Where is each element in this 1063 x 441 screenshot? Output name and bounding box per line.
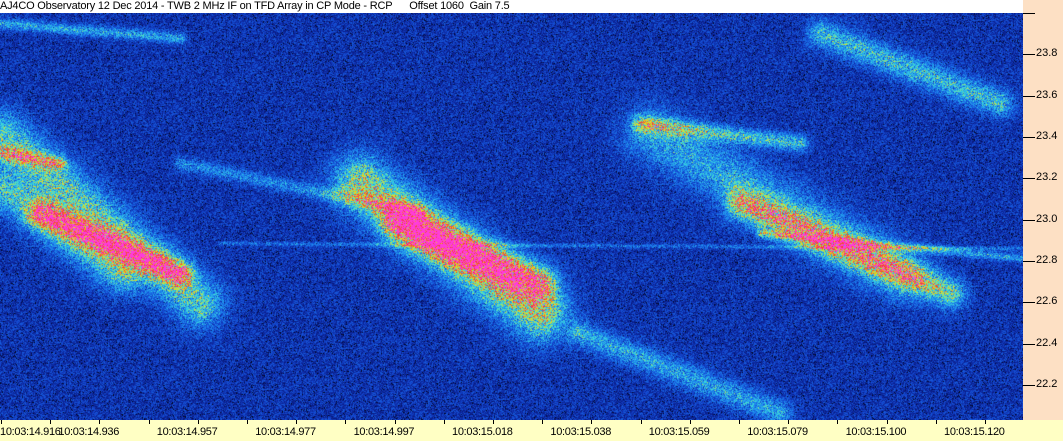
y-tick-label: 23.0 <box>1036 212 1058 225</box>
y-tick-label: 22.2 <box>1036 377 1058 390</box>
y-tick <box>1023 136 1035 138</box>
x-tick <box>296 420 298 424</box>
x-tick-label: 10:03:15.100 <box>845 426 907 438</box>
x-tick <box>591 420 593 424</box>
offset-label: Offset 1060 <box>409 0 464 12</box>
y-tick <box>1023 260 1035 262</box>
x-tick-label: 10:03:15.079 <box>747 426 808 438</box>
x-axis: 10:03:14.916 10:03:14.936 10:03:14.957 10:0… <box>0 420 1063 441</box>
x-tick-label: 10:03:14.977 <box>255 426 316 438</box>
spectrogram-plot <box>0 13 1023 420</box>
x-tick-label: 10:03:14.936 <box>58 426 120 438</box>
x-tick-label: 10:03:15.018 <box>452 426 513 438</box>
x-tick <box>739 420 740 424</box>
y-tick <box>1023 95 1035 97</box>
x-tick <box>640 420 642 424</box>
chart-title: AJ4CO Observatory 12 Dec 2014 - TWB 2 MH… <box>0 0 1063 13</box>
y-tick-label: 23.4 <box>1036 129 1058 142</box>
x-tick <box>788 420 790 424</box>
x-tick <box>542 420 544 424</box>
y-tick <box>1023 384 1035 386</box>
y-axis: 23.8 23.6 23.4 23.2 23.0 22.8 22.6 22.4 22.2 <box>1023 0 1063 420</box>
y-tick <box>1023 343 1035 345</box>
x-tick <box>345 420 347 424</box>
x-tick <box>935 420 937 424</box>
x-tick-label: 10:03:14.916 <box>0 426 61 438</box>
y-tick-label: 22.8 <box>1036 253 1058 266</box>
x-tick <box>197 420 199 424</box>
x-tick <box>1 420 2 424</box>
x-tick <box>493 420 494 424</box>
y-tick-label: 23.8 <box>1036 47 1058 60</box>
y-tick-label: 23.6 <box>1036 88 1058 101</box>
y-tick-label: 22.6 <box>1036 295 1058 308</box>
x-tick <box>886 420 888 424</box>
x-tick-label: 10:03:14.997 <box>353 426 415 438</box>
x-tick <box>99 420 101 424</box>
x-tick-label: 10:03:15.038 <box>550 426 612 438</box>
x-tick <box>837 420 839 424</box>
y-tick <box>1023 13 1035 14</box>
gain-label: Gain 7.5 <box>469 0 510 12</box>
y-tick <box>1023 302 1035 304</box>
y-tick-label: 22.4 <box>1036 336 1058 349</box>
x-tick <box>985 420 986 424</box>
x-tick <box>247 420 248 424</box>
y-tick-label: 23.2 <box>1036 171 1058 184</box>
y-tick <box>1023 219 1035 221</box>
title-text: AJ4CO Observatory 12 Dec 2014 - TWB 2 MH… <box>0 0 393 12</box>
x-tick-label: 10:03:15.059 <box>648 426 710 438</box>
x-tick <box>689 420 691 424</box>
x-tick-label: 10:03:14.957 <box>156 426 218 438</box>
y-tick <box>1023 178 1035 180</box>
y-tick <box>1023 54 1035 56</box>
x-tick <box>443 420 445 424</box>
x-tick <box>50 420 52 424</box>
x-tick-label: 10:03:15.120 <box>944 426 1005 438</box>
x-tick <box>394 420 396 424</box>
x-tick <box>148 420 150 424</box>
